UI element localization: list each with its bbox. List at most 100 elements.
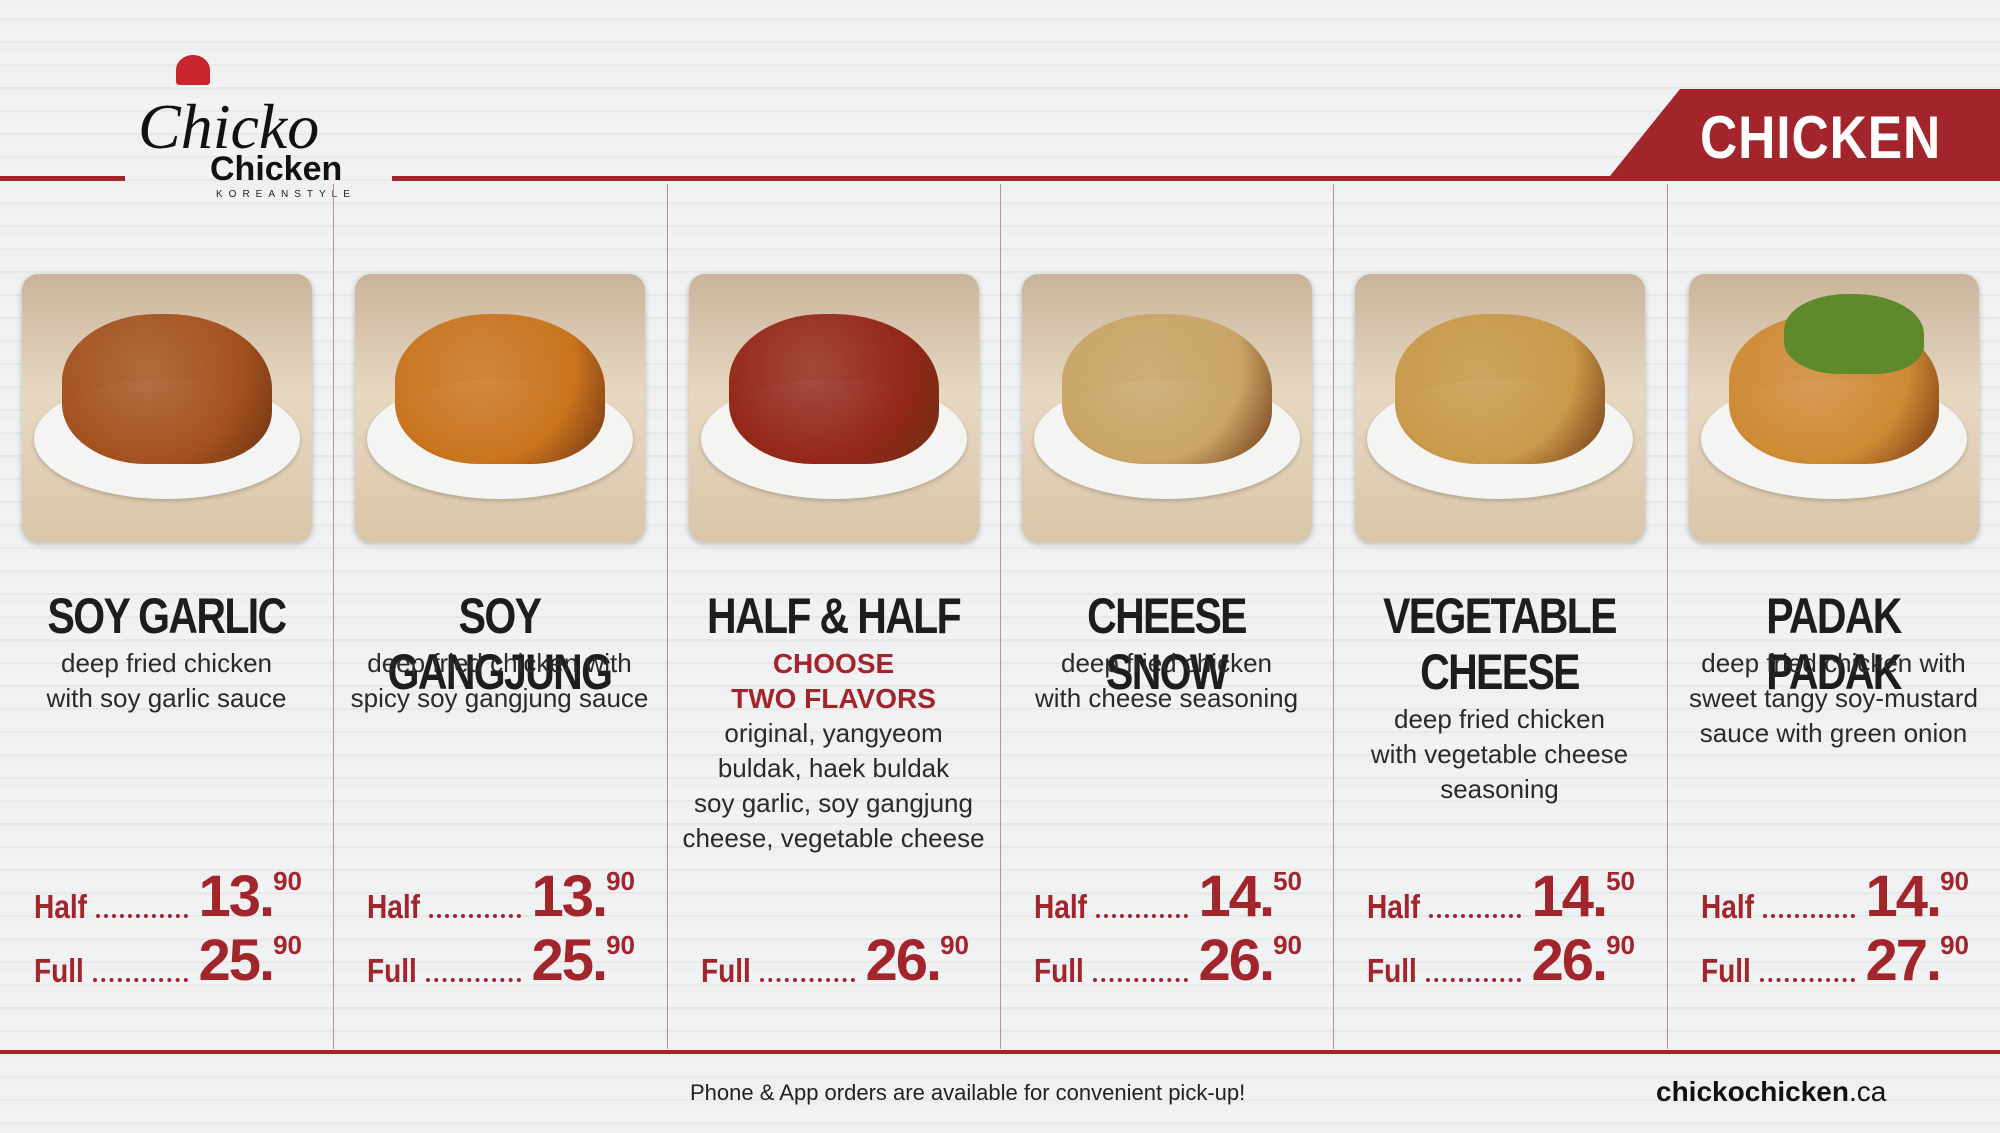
item-name: VEGETABLE CHEESE xyxy=(1363,588,1636,700)
price-cents: 90 xyxy=(940,930,969,960)
item-text: deep fried chicken with soy garlic sauce xyxy=(0,646,333,716)
chicken xyxy=(62,314,272,464)
item-text: deep fried chicken with vegetable cheese s… xyxy=(1333,702,1666,807)
price-main: 13. xyxy=(198,864,275,929)
footer-note: Phone & App orders are available for con… xyxy=(690,1080,1246,1105)
price-row: Half 14. 50 xyxy=(1367,864,1635,929)
green-onion xyxy=(1784,294,1924,374)
price-row: Full 26. 90 xyxy=(1367,928,1635,993)
price-main: 14. xyxy=(1198,864,1275,929)
price-row: Full 25. 90 xyxy=(367,928,635,993)
price-leader xyxy=(96,914,189,918)
price-main: 14. xyxy=(1865,864,1942,929)
price-label: Full xyxy=(1034,952,1084,989)
price-main: 25. xyxy=(198,928,275,993)
item-name-line: PADAK PADAK xyxy=(1766,588,1902,700)
price-leader xyxy=(1425,978,1522,982)
price-main: 14. xyxy=(1531,864,1608,929)
column-divider xyxy=(667,184,668,1049)
item-description: deep fried chicken xyxy=(1393,704,1606,734)
chicken xyxy=(729,314,939,464)
item-description: deep fried chicken with xyxy=(1701,648,1966,678)
price-label: Full xyxy=(1701,952,1751,989)
item-text: deep fried chicken with spicy soy gangjun… xyxy=(333,646,666,716)
price-cents: 90 xyxy=(1940,930,1969,960)
price-label: Half xyxy=(1367,888,1420,925)
price-cents: 90 xyxy=(1940,866,1969,896)
item-photo xyxy=(1355,274,1645,542)
item-name-line: VEGETABLE xyxy=(1383,588,1617,644)
price-label: Half xyxy=(1034,888,1087,925)
chicken xyxy=(1062,314,1272,464)
item-description: sweet tangy soy-mustard xyxy=(1688,683,1978,713)
price-row: Full 27. 90 xyxy=(1701,928,1969,993)
price-label: Full xyxy=(34,952,84,989)
price-row: Half 13. 90 xyxy=(34,864,302,929)
logo-tagline: KOREANSTYLE xyxy=(216,189,356,200)
item-name: HALF & HALF xyxy=(697,588,970,644)
price-cents: 90 xyxy=(606,930,635,960)
price-row: Full 26. 90 xyxy=(1034,928,1302,993)
price-label: Half xyxy=(367,888,420,925)
category-banner: CHICKEN xyxy=(1610,89,2000,176)
item-name-line: SOY GARLIC xyxy=(47,588,287,644)
price-main: 25. xyxy=(531,928,608,993)
logo-comb xyxy=(176,55,210,85)
price-cents: 90 xyxy=(273,866,302,896)
price-main: 26. xyxy=(865,928,942,993)
price-cents: 90 xyxy=(1606,930,1635,960)
item-description: deep fried chicken xyxy=(1060,648,1273,678)
price-cents: 50 xyxy=(1606,866,1635,896)
item-description: seasoning xyxy=(1440,774,1559,804)
price-leader xyxy=(92,978,189,982)
menu-item: PADAK PADAK deep fried chicken with sweet … xyxy=(1667,0,2000,1133)
chicken xyxy=(395,314,605,464)
header-rule xyxy=(0,176,125,181)
item-description: cheese, vegetable cheese xyxy=(682,823,985,853)
price-main: 26. xyxy=(1531,928,1608,993)
item-description: deep fried chicken with xyxy=(367,648,632,678)
menu-item: CHEESE SNOW deep fried chicken with cheese… xyxy=(1000,0,1333,1133)
price-label: Full xyxy=(1367,952,1417,989)
price-row: Half 14. 50 xyxy=(1034,864,1302,929)
price-main: 26. xyxy=(1198,928,1275,993)
price-row: Half 14. 90 xyxy=(1701,864,1969,929)
price-cents: 90 xyxy=(273,930,302,960)
item-description: with soy garlic sauce xyxy=(46,683,287,713)
item-description: soy garlic, soy gangjung xyxy=(694,788,973,818)
menu-item: HALF & HALF CHOOSE TWO FLAVORS original, ya… xyxy=(667,0,1000,1133)
item-name-line: CHEESE SNOW xyxy=(1087,588,1247,700)
footer-rule xyxy=(0,1050,2000,1054)
logo-word: Chicken xyxy=(210,150,343,188)
item-description: deep fried chicken xyxy=(60,648,273,678)
menu-item: VEGETABLE CHEESE deep fried chicken with ve… xyxy=(1333,0,1666,1133)
chicken xyxy=(1395,314,1605,464)
price-main: 27. xyxy=(1865,928,1942,993)
logo: Chicko Chicken KOREANSTYLE xyxy=(138,55,388,205)
price-cents: 50 xyxy=(1273,866,1302,896)
column-divider xyxy=(333,184,334,1049)
column-divider xyxy=(1333,184,1334,1049)
item-text: CHOOSE TWO FLAVORS original, yangyeom bulda… xyxy=(667,646,1000,856)
item-description: buldak, haek buldak xyxy=(717,753,950,783)
item-highlight: CHOOSE xyxy=(772,648,895,679)
item-description: original, yangyeom xyxy=(724,718,943,748)
site-tld: .ca xyxy=(1848,1076,1887,1107)
item-name-line: CHEESE xyxy=(1420,644,1580,700)
column-divider xyxy=(1000,184,1001,1049)
menu-item: SOY GARLIC deep fried chicken with soy gar… xyxy=(0,0,333,1133)
price-leader xyxy=(1763,914,1856,918)
item-photo xyxy=(689,274,979,542)
item-description: sauce with green onion xyxy=(1699,718,1968,748)
item-description: with vegetable cheese xyxy=(1370,739,1629,769)
item-name-line: HALF & HALF xyxy=(707,588,962,644)
category-title: CHICKEN xyxy=(1700,104,1942,171)
item-description: with cheese seasoning xyxy=(1034,683,1299,713)
price-cents: 90 xyxy=(1273,930,1302,960)
price-leader xyxy=(1429,914,1522,918)
menu-item: SOY GANGJUNG deep fried chicken with spicy… xyxy=(333,0,666,1133)
price-cents: 90 xyxy=(606,866,635,896)
site-name: chickochicken xyxy=(1656,1076,1849,1107)
price-row: Full 26. 90 xyxy=(701,928,969,993)
